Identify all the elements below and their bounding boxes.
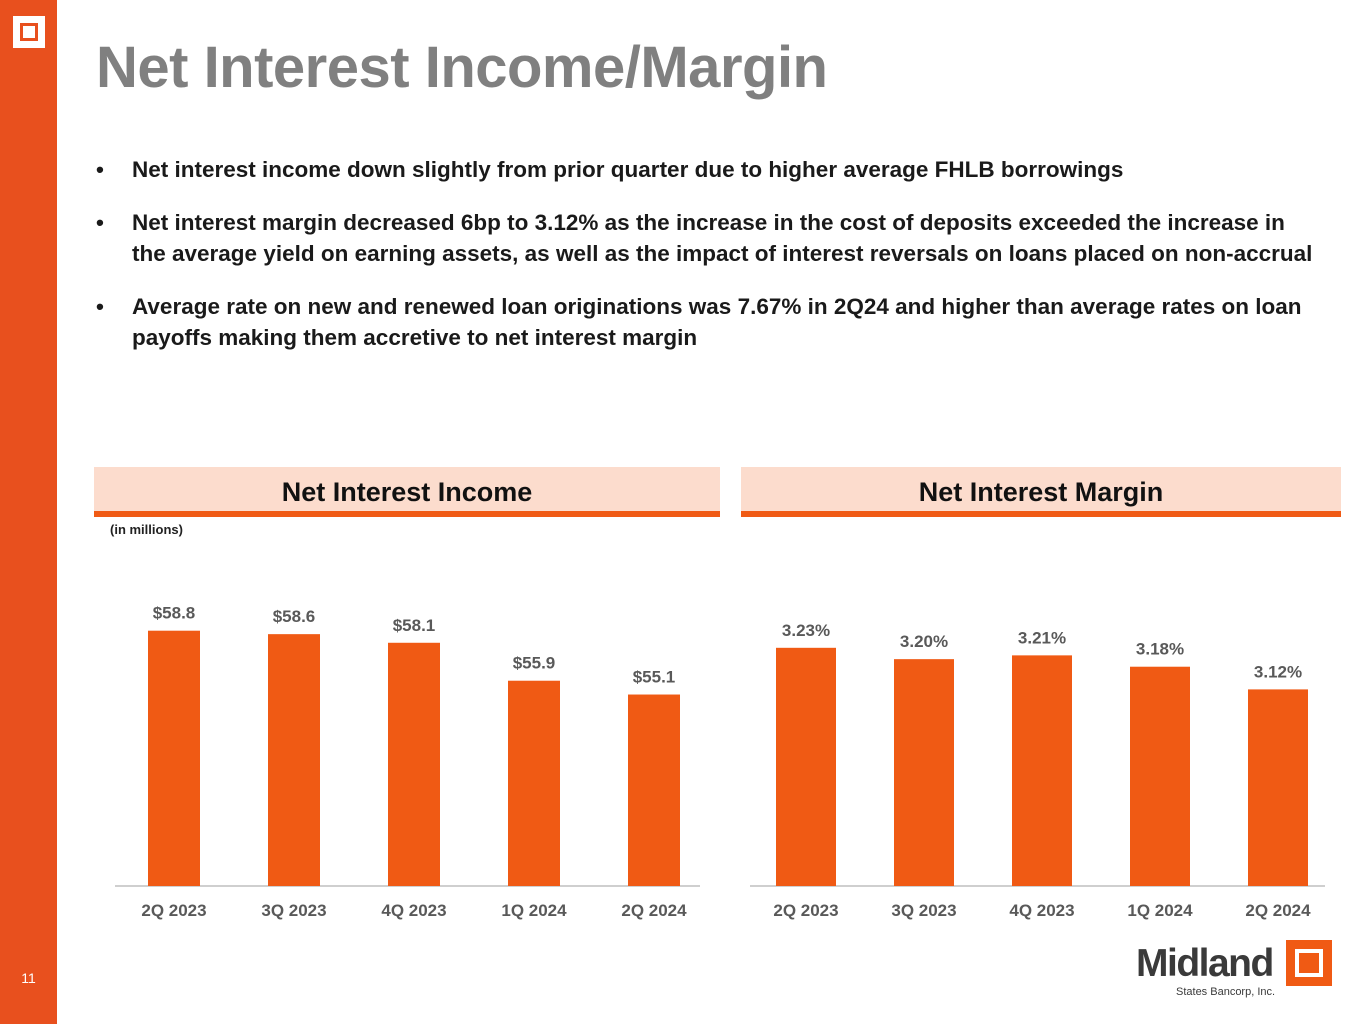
x-tick-label: 2Q 2024 xyxy=(621,901,687,920)
nii-bar-chart: $58.8 2Q 2023 $58.6 3Q 2023 $58.1 4Q 2023 $55.… xyxy=(115,604,700,920)
left-accent-band: 11 xyxy=(0,0,57,1024)
bar xyxy=(628,694,680,886)
bar xyxy=(776,647,836,886)
x-tick-label: 1Q 2024 xyxy=(501,901,567,920)
bar xyxy=(268,634,320,886)
data-label: 3.20% xyxy=(900,632,948,651)
data-label: $58.6 xyxy=(273,607,316,626)
page-number: 11 xyxy=(21,970,36,986)
bullet-text: Net interest income down slightly from p… xyxy=(132,157,1124,182)
bar xyxy=(1248,689,1308,886)
bullet-item: • Net interest margin decreased 6bp to 3… xyxy=(96,207,1316,269)
x-tick-label: 2Q 2023 xyxy=(773,901,838,920)
data-label: 3.21% xyxy=(1018,628,1066,647)
bullet-item: • Net interest income down slightly from… xyxy=(96,154,1316,185)
data-label: 3.12% xyxy=(1254,662,1302,681)
midland-logo: Midland States Bancorp, Inc. xyxy=(1136,940,1336,1000)
midland-square-logo-icon xyxy=(1286,940,1332,986)
data-label: $58.1 xyxy=(393,616,436,635)
data-label: 3.18% xyxy=(1136,640,1184,659)
x-tick-label: 1Q 2024 xyxy=(1127,901,1193,920)
bar xyxy=(148,630,200,886)
bullet-marker: • xyxy=(96,157,104,182)
midland-square-icon xyxy=(13,16,45,48)
bar xyxy=(508,680,560,886)
bullet-marker: • xyxy=(96,294,104,319)
bar xyxy=(894,659,954,886)
page-title: Net Interest Income/Margin xyxy=(96,35,828,100)
data-label: $55.9 xyxy=(513,654,556,673)
nim-bar-chart: 3.23% 2Q 2023 3.20% 3Q 2023 3.21% 4Q 2023 3.18… xyxy=(750,621,1325,920)
bullet-item: • Average rate on new and renewed loan o… xyxy=(96,291,1316,353)
bar xyxy=(1130,666,1190,886)
x-tick-label: 4Q 2023 xyxy=(381,901,446,920)
x-tick-label: 3Q 2023 xyxy=(891,901,956,920)
nii-units-note: (in millions) xyxy=(110,522,183,537)
logo-subtitle: States Bancorp, Inc. xyxy=(1176,986,1276,998)
bar xyxy=(1012,655,1072,886)
nim-chart-title: Net Interest Margin xyxy=(741,467,1341,517)
data-label: $58.8 xyxy=(153,604,196,623)
bar xyxy=(388,642,440,886)
bullet-list: • Net interest income down slightly from… xyxy=(96,154,1316,375)
x-tick-label: 3Q 2023 xyxy=(261,901,326,920)
bullet-text: Average rate on new and renewed loan ori… xyxy=(132,294,1302,350)
nii-chart-title: Net Interest Income xyxy=(94,467,720,517)
x-tick-label: 2Q 2024 xyxy=(1245,901,1311,920)
data-label: 3.23% xyxy=(782,621,830,640)
x-tick-label: 2Q 2023 xyxy=(141,901,206,920)
bullet-marker: • xyxy=(96,210,104,235)
bullet-text: Net interest margin decreased 6bp to 3.1… xyxy=(132,210,1313,266)
data-label: $55.1 xyxy=(633,668,676,687)
x-tick-label: 4Q 2023 xyxy=(1009,901,1074,920)
logo-wordmark: Midland xyxy=(1136,942,1274,985)
